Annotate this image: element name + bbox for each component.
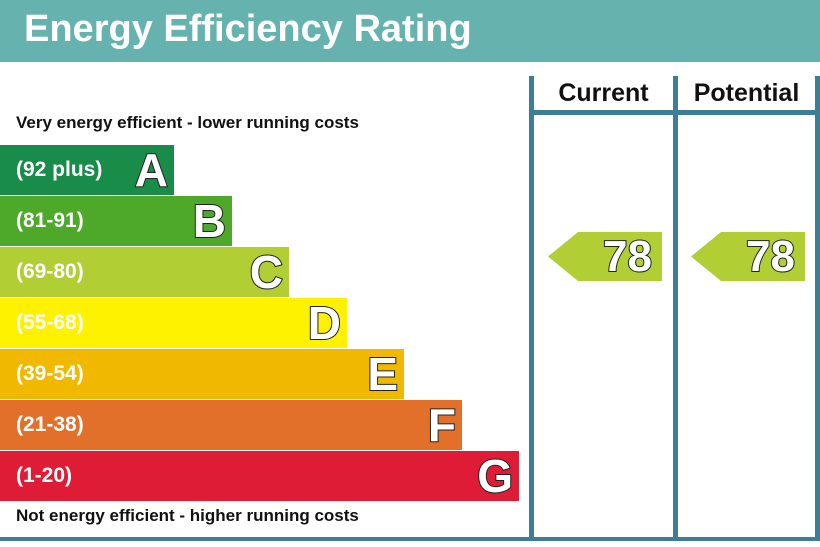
band-g: (1-20) G <box>0 449 519 503</box>
current-rating-value: 78 <box>602 231 653 282</box>
band-b: (81-91) B <box>0 194 232 248</box>
band-g-letter: G <box>476 449 514 503</box>
bottom-caption: Not energy efficient - higher running co… <box>16 506 359 525</box>
chart-title: Energy Efficiency Rating <box>24 8 472 50</box>
current-rating-arrow-shape <box>548 232 662 281</box>
column-header-divider <box>529 110 820 115</box>
top-caption: Very energy efficient - lower running co… <box>16 113 359 132</box>
band-f: (21-38) F <box>0 398 462 452</box>
band-c-letter: C <box>249 245 284 299</box>
potential-rating-arrow: 78 <box>691 231 805 282</box>
potential-column-right-border <box>815 76 820 539</box>
band-b-range: (81-91) <box>16 209 84 232</box>
header-bar: Energy Efficiency Rating <box>0 0 820 62</box>
current-column-left-border <box>529 76 534 539</box>
current-column-right-border <box>673 76 678 539</box>
band-a: (92 plus) A <box>0 143 174 197</box>
current-rating-arrow: 78 <box>548 231 662 282</box>
band-b-letter: B <box>192 194 227 248</box>
band-c-range: (69-80) <box>16 260 84 283</box>
band-d-letter: D <box>307 296 342 350</box>
band-e: (39-54) E <box>0 347 404 401</box>
band-g-range: (1-20) <box>16 464 73 487</box>
potential-rating-arrow-shape <box>691 232 805 281</box>
band-f-range: (21-38) <box>16 413 84 436</box>
band-a-letter: A <box>134 143 169 197</box>
band-e-letter: E <box>366 347 399 401</box>
chart-bottom-border <box>0 537 820 541</box>
band-d: (55-68) D <box>0 296 347 350</box>
band-a-range: (92 plus) <box>16 158 103 181</box>
potential-rating-value: 78 <box>745 231 796 282</box>
potential-column-header: Potential <box>693 79 800 107</box>
band-d-range: (55-68) <box>16 311 84 334</box>
band-c: (69-80) C <box>0 245 289 299</box>
current-column-header: Current <box>558 79 649 107</box>
band-e-range: (39-54) <box>16 362 84 385</box>
band-f-letter: F <box>427 398 457 452</box>
